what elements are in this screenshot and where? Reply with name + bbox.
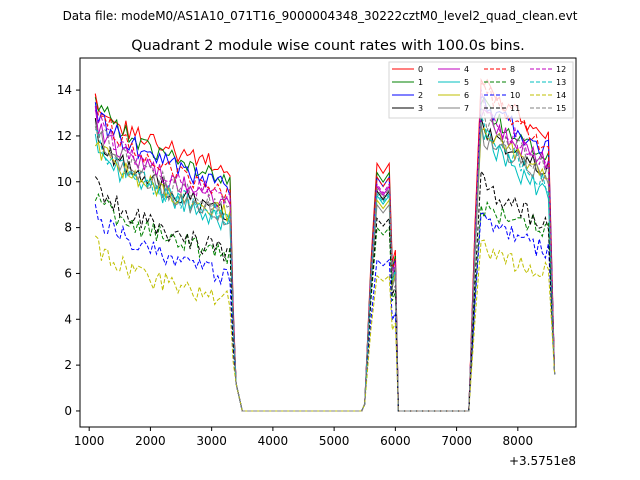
y-tick-label: 10 [57,175,72,189]
axes-frame [79,57,577,428]
y-tick-label: 8 [64,221,72,235]
y-axis: 0 2 4 6 8 10 12 14 [57,83,80,418]
series-line-8 [94,82,556,412]
legend-label-15: 15 [556,104,566,113]
legend-label-5: 5 [464,78,469,87]
legend-label-6: 6 [464,91,469,100]
y-tick-label: 14 [57,83,72,97]
series-line-12 [94,89,556,412]
y-tick-label: 2 [64,358,72,372]
series-line-9 [94,192,556,412]
x-tick-label: 5000 [319,434,350,448]
legend-label-4: 4 [464,65,469,74]
x-tick-label: 6000 [380,434,411,448]
x-tick-label: 1000 [74,434,105,448]
y-tick-label: 6 [64,266,72,280]
y-tick-label: 4 [64,312,72,326]
chart-title: Quadrant 2 module wise count rates with … [131,38,525,54]
x-tick-label: 4000 [258,434,289,448]
legend-label-13: 13 [556,78,566,87]
legend-label-11: 11 [510,104,520,113]
legend-label-10: 10 [510,91,520,100]
y-tick-label: 0 [64,404,72,418]
x-tick-label: 2000 [135,434,166,448]
legend-label-9: 9 [510,78,515,87]
legend-label-12: 12 [556,65,566,74]
x-axis: 1000 2000 3000 4000 5000 6000 7000 8000 [74,427,533,448]
legend-label-14: 14 [556,91,566,100]
y-tick-label: 12 [57,129,72,143]
legend-label-8: 8 [510,65,515,74]
legend-label-3: 3 [418,104,423,113]
legend-frame [388,61,574,119]
legend-label-2: 2 [418,91,423,100]
legend-label-0: 0 [418,65,423,74]
x-offset-label: +3.5751e8 [509,454,576,468]
x-tick-label: 7000 [441,434,472,448]
series-line-11 [94,169,556,412]
series-line-1 [94,96,556,412]
legend-label-7: 7 [464,104,469,113]
series-line-10 [94,204,556,412]
series-line-15 [94,105,556,412]
series-line-6 [94,127,556,412]
x-tick-label: 8000 [503,434,534,448]
series-line-7 [94,122,556,412]
legend-label-1: 1 [418,78,423,87]
suptitle: Data file: modeM0/AS1A10_071T16_90000043… [63,9,578,23]
x-tick-label: 3000 [196,434,227,448]
